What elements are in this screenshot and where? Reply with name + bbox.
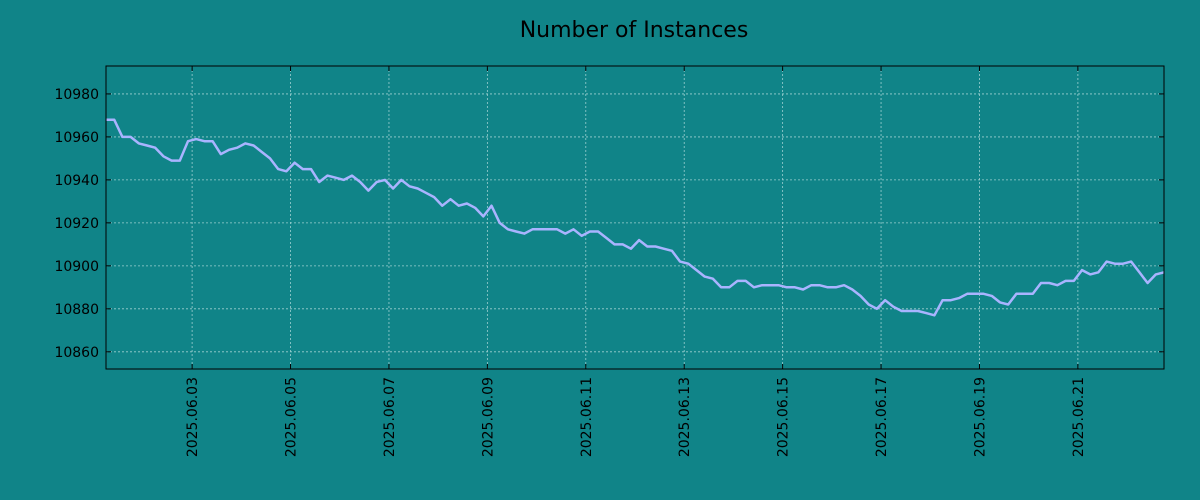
x-axis: 2025.06.03 2025.06.05 2025.06.07 2025.06.09…: [185, 66, 1087, 457]
y-tick-label: 10880: [54, 302, 99, 318]
y-tick-label: 10960: [54, 130, 99, 146]
x-tick-label: 2025.06.11: [579, 377, 595, 457]
x-tick-label: 2025.06.21: [1071, 377, 1087, 457]
x-tick-label: 2025.06.09: [480, 377, 496, 457]
y-tick-label: 10920: [54, 216, 99, 232]
grid: [106, 66, 1164, 369]
x-tick-label: 2025.06.07: [382, 377, 398, 457]
chart-title: Number of Instances: [520, 18, 749, 43]
plot-frame: [105, 65, 1165, 370]
x-tick-label: 2025.06.05: [284, 377, 300, 457]
series-line: [106, 118, 1164, 317]
y-axis: 10860 10880 10900 10920 10940 10960 10980: [54, 87, 1164, 361]
x-tick-label: 2025.06.13: [677, 377, 693, 457]
x-tick-label: 2025.06.17: [874, 377, 890, 457]
x-tick-label: 2025.06.19: [972, 377, 988, 457]
x-tick-label: 2025.06.15: [776, 377, 792, 457]
series-layer: [106, 118, 1164, 317]
y-tick-label: 10980: [54, 87, 99, 103]
y-tick-label: 10860: [54, 345, 99, 361]
x-tick-label: 2025.06.03: [185, 377, 201, 457]
y-tick-label: 10940: [54, 173, 99, 189]
y-tick-label: 10900: [54, 259, 99, 275]
